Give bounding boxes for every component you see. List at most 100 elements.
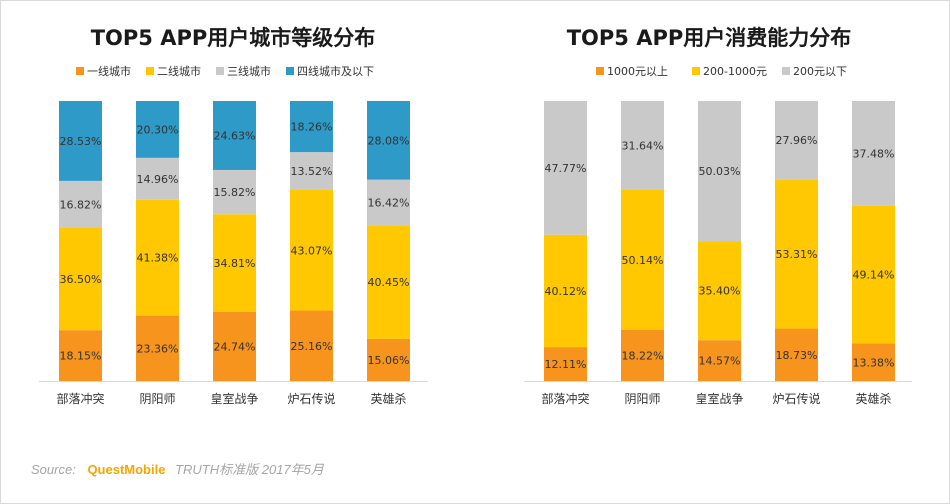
city-bar-segment xyxy=(59,227,102,331)
city-data-label: 13.52% xyxy=(291,165,333,178)
city-bar-segment xyxy=(213,101,256,170)
city-legend-item: 三线城市 xyxy=(216,64,271,78)
spend-bar-segment xyxy=(544,234,587,348)
city-bar-segment xyxy=(136,101,179,158)
city-bar-segment xyxy=(290,100,333,153)
city-category-label: 炉石传说 xyxy=(287,391,335,406)
city-category-label: 皇室战争 xyxy=(210,391,258,406)
spend-data-label: 13.38% xyxy=(853,356,895,369)
spend-data-label: 53.31% xyxy=(776,248,818,261)
spend-legend-item: 1000元以上 xyxy=(596,65,668,78)
city-data-label: 28.08% xyxy=(368,134,410,147)
spend-data-label: 31.64% xyxy=(622,139,664,152)
city-data-label: 25.16% xyxy=(291,340,333,353)
city-legend-item: 一线城市 xyxy=(76,64,131,78)
city-data-label: 40.45% xyxy=(368,276,410,289)
legend-label: 四线城市及以下 xyxy=(297,64,374,78)
spend-data-label: 18.22% xyxy=(622,349,664,362)
spend-bar-segment xyxy=(544,347,587,381)
spend-data-label: 47.77% xyxy=(545,162,587,175)
city-bar-segment xyxy=(367,338,410,381)
city-bar-segment xyxy=(136,199,179,316)
spend-bar-segment xyxy=(775,328,818,381)
city-bar-segment xyxy=(213,169,256,215)
city-data-label: 24.74% xyxy=(214,340,256,353)
spend-bar-segment xyxy=(621,329,664,381)
city-bar-segment xyxy=(213,214,256,312)
spend-data-label: 50.03% xyxy=(699,165,741,178)
spend-bar-segment xyxy=(621,101,664,190)
city-data-label: 20.30% xyxy=(137,123,179,136)
source-label: Source: xyxy=(31,462,76,477)
city-data-label: 43.07% xyxy=(291,244,333,257)
city-bar-segment xyxy=(367,225,410,339)
legend-label: 200元以下 xyxy=(793,65,847,78)
brand-name: QuestMobile xyxy=(87,462,166,477)
spend-bar-segment xyxy=(698,241,741,341)
legend-swatch xyxy=(146,67,154,75)
spend-bar-segment xyxy=(775,101,818,180)
spend-category-label: 阴阳师 xyxy=(624,392,660,406)
spend-data-label: 35.40% xyxy=(699,285,741,298)
city-bar-segment xyxy=(290,152,333,190)
legend-swatch xyxy=(216,67,224,75)
city-data-label: 23.36% xyxy=(137,342,179,355)
legend-swatch xyxy=(596,67,604,75)
city-bar-segment xyxy=(290,189,333,311)
city-data-label: 24.63% xyxy=(214,129,256,142)
spend-bar-segment xyxy=(698,101,741,242)
city-category-label: 英雄杀 xyxy=(370,391,406,406)
city-data-label: 36.50% xyxy=(60,273,102,286)
spend-data-label: 49.14% xyxy=(853,269,895,282)
city-data-label: 16.82% xyxy=(60,198,102,211)
city-category-label: 阴阳师 xyxy=(139,392,175,406)
spend-bar-segment xyxy=(544,101,587,235)
spend-chart-title: TOP5 APP用户消费能力分布 xyxy=(567,26,852,50)
city-bar-segment xyxy=(59,180,102,228)
city-data-label: 18.26% xyxy=(291,121,333,134)
legend-swatch xyxy=(692,67,700,75)
city-data-label: 15.06% xyxy=(368,354,410,367)
spend-category-label: 部落冲突 xyxy=(541,391,589,406)
spend-legend-item: 200元以下 xyxy=(782,65,847,78)
city-data-label: 14.96% xyxy=(137,173,179,186)
city-chart-title: TOP5 APP用户城市等级分布 xyxy=(91,26,376,50)
legend-label: 二线城市 xyxy=(157,64,201,78)
spend-bar-segment xyxy=(698,340,741,381)
city-bar-segment xyxy=(367,100,410,180)
spend-data-label: 27.96% xyxy=(776,134,818,147)
spending-power-chart: TOP5 APP用户消费能力分布 1000元以上 200-1000元 200元以下 12… xyxy=(524,26,912,406)
city-data-label: 34.81% xyxy=(214,257,256,270)
spend-category-label: 英雄杀 xyxy=(855,391,891,406)
legend-label: 一线城市 xyxy=(87,64,131,78)
city-data-label: 28.53% xyxy=(60,135,102,148)
spend-data-label: 37.48% xyxy=(853,147,895,160)
city-bar-segment xyxy=(59,330,102,381)
spend-bar-segment xyxy=(852,343,895,381)
spend-category-label: 皇室战争 xyxy=(695,391,743,406)
spend-bar-segment xyxy=(852,205,895,344)
city-bar-segment xyxy=(367,179,410,226)
source-note: TRUTH标准版 2017年5月 xyxy=(175,462,324,477)
city-legend-item: 四线城市及以下 xyxy=(286,64,374,78)
source-footer: Source: QuestMobile TRUTH标准版 2017年5月 xyxy=(31,459,324,478)
city-bar-segment xyxy=(213,311,256,381)
legend-swatch xyxy=(782,67,790,75)
spend-data-label: 14.57% xyxy=(699,355,741,368)
city-bar-segment xyxy=(290,310,333,381)
spend-data-label: 40.12% xyxy=(545,285,587,298)
spend-bar-segment xyxy=(775,179,818,329)
spend-bar-segment xyxy=(621,189,664,330)
spend-data-label: 18.73% xyxy=(776,349,818,362)
city-bar-segment xyxy=(136,315,179,381)
spend-bar-segment xyxy=(852,101,895,206)
city-bar-segment xyxy=(136,157,179,200)
city-category-label: 部落冲突 xyxy=(56,391,104,406)
legend-swatch xyxy=(76,67,84,75)
city-data-label: 15.82% xyxy=(214,186,256,199)
legend-label: 三线城市 xyxy=(227,64,271,78)
city-data-label: 16.42% xyxy=(368,197,410,210)
city-data-label: 41.38% xyxy=(137,252,179,265)
